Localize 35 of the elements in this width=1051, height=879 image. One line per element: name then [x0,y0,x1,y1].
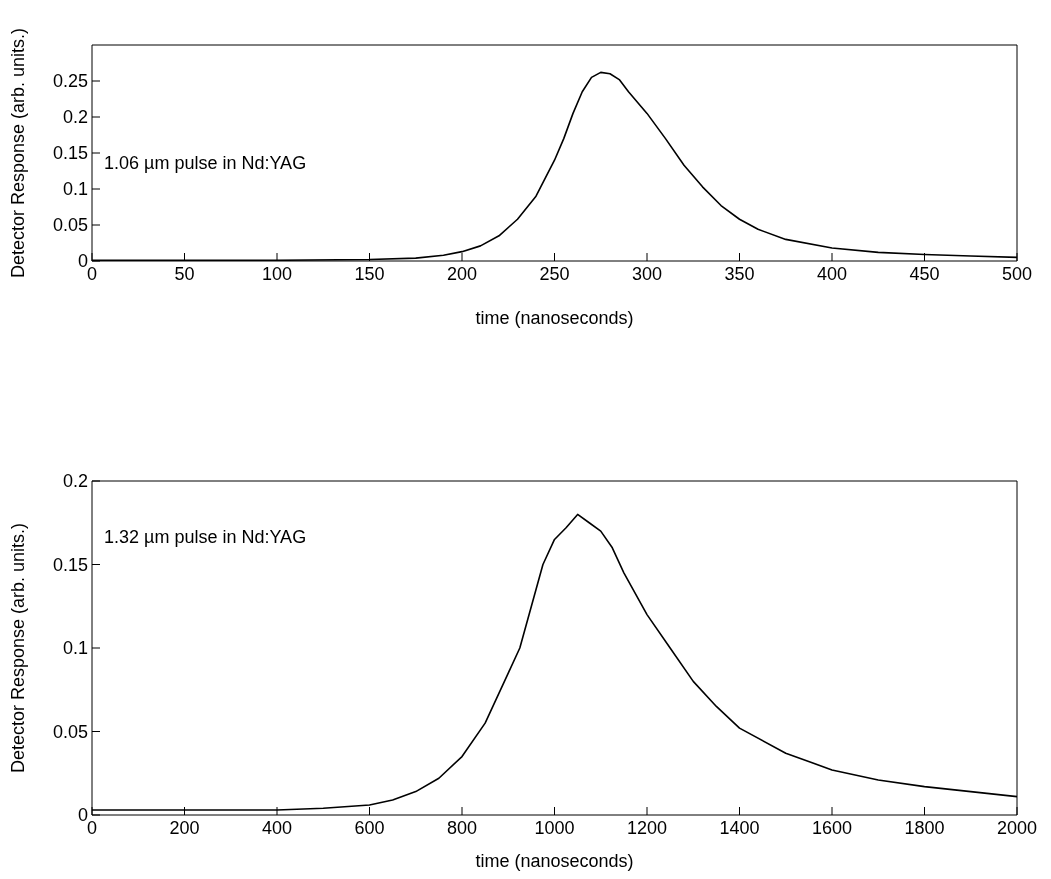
y-tick-label: 0.2 [62,471,88,492]
x-tick-label: 500 [1001,263,1033,284]
x-tick-label: 400 [261,817,293,838]
x-tick-label: 1600 [811,817,853,838]
y-tick-label: 0.05 [52,215,88,236]
y-axis-title: Detector Response (arb. units.) [8,522,29,774]
x-tick-label: 200 [169,817,200,838]
y-axis-title: Detector Response (arb. units.) [8,27,29,279]
x-tick-label: 1400 [719,817,760,838]
annotation: 1.32 µm pulse in Nd:YAG [104,526,307,548]
x-tick-label: 2000 [996,817,1038,838]
x-tick-label: 150 [354,263,385,284]
x-tick-label: 250 [539,263,570,284]
x-axis-title: time (nanoseconds) [475,308,634,328]
x-tick-label: 350 [724,263,755,284]
x-tick-label: 200 [446,263,478,284]
x-tick-label: 300 [631,263,663,284]
x-axis-title: time (nanoseconds) [475,851,634,871]
y-tick-label: 0.15 [52,554,88,575]
y-tick-label: 0.05 [52,721,88,742]
y-tick-label: 0.1 [62,638,88,659]
x-tick-label: 1000 [534,817,575,838]
x-tick-label: 600 [354,817,385,838]
x-tick-label: 50 [174,263,195,284]
x-tick-label: 1200 [626,817,668,838]
x-tick-label: 1800 [904,817,945,838]
y-tick-label: 0.15 [52,143,88,164]
y-tick-label: 0.25 [52,71,88,92]
x-tick-label: 450 [909,263,940,284]
x-tick-label: 100 [261,263,293,284]
x-tick-label: 400 [816,263,848,284]
y-tick-label: 0.2 [62,107,88,128]
x-tick-label: 800 [446,817,478,838]
annotation: 1.06 µm pulse in Nd:YAG [104,152,307,174]
y-tick-label: 0.1 [62,179,88,200]
